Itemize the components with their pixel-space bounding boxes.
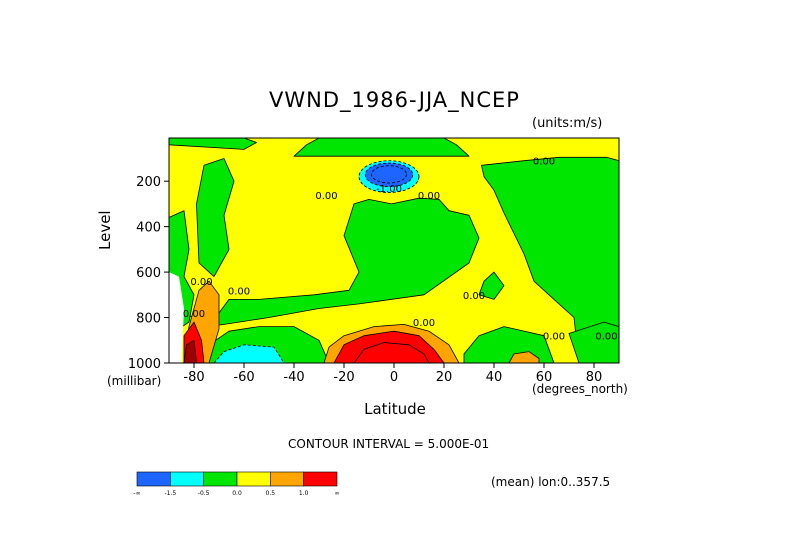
missing-data-region: [169, 272, 184, 363]
legend-swatch: [203, 471, 238, 487]
green-region-central: [208, 197, 480, 327]
contour-label: 0.00: [190, 277, 212, 288]
x-axis-unit: (degrees_north): [532, 382, 628, 396]
y-axis: 200 400 600 800 1000: [128, 175, 169, 372]
contour-label: 0.00: [533, 157, 555, 168]
contour-label: -1.00: [376, 184, 402, 195]
green-patch-east: [478, 271, 505, 300]
y-axis-unit: (millibar): [107, 374, 162, 388]
x-tick-label: 60: [536, 370, 553, 385]
plot-area: [169, 138, 619, 363]
contour-label: 0.00: [543, 332, 565, 343]
subset-info-text: (mean) lon:0..357.5: [491, 475, 611, 489]
legend-swatch: [236, 471, 271, 487]
red-region-center-core: [353, 342, 430, 363]
legend-label: 1.0: [299, 490, 309, 497]
units-label: (units:m/s): [532, 116, 603, 131]
color-legend: -∞ -1.5 -0.5 0.0 0.5 1.0 ∞: [133, 471, 340, 497]
legend-label: -1.5: [164, 490, 176, 497]
x-tick-label: -20: [333, 370, 354, 385]
y-tick-label: 600: [136, 266, 161, 281]
y-tick-label: 400: [136, 221, 161, 236]
legend-swatch: [270, 471, 304, 487]
y-tick-label: 200: [136, 175, 161, 190]
legend-swatch: [303, 471, 338, 487]
legend-swatch: [136, 471, 171, 487]
contour-label: 0.00: [413, 318, 435, 329]
chart-title: VWND_1986-JJA_NCEP: [269, 88, 520, 112]
legend-swatch: [170, 471, 204, 487]
y-tick-label: 800: [136, 312, 161, 327]
green-column-south: [196, 158, 235, 277]
x-axis: -80 -60 -40 -20 0 20 40 60 80: [183, 363, 602, 385]
cyan-region-south-low: [213, 344, 285, 363]
darkred-region-south-low: [183, 339, 197, 363]
x-tick-label: 0: [390, 370, 398, 385]
contour-label: 0.00: [418, 191, 440, 202]
blue-minimum-inner: [371, 165, 407, 184]
green-region-top-center: [293, 138, 470, 157]
x-tick-label: -40: [283, 370, 304, 385]
contour-interval-text: CONTOUR INTERVAL = 5.000E-01: [288, 437, 490, 451]
y-tick-label: 1000: [128, 357, 161, 372]
orange-patch-north-low: [508, 351, 540, 363]
contour-labels: 0.00 -1.00 0.00 0.00 0.00 0.00 0.00 0.00 0.00 0.0…: [183, 157, 618, 343]
x-tick-label: 20: [436, 370, 453, 385]
contour-label: 0.00: [595, 332, 617, 343]
contour-label: 0.00: [463, 291, 485, 302]
contour-label: 0.00: [228, 286, 250, 297]
contour-label: 0.00: [315, 191, 337, 202]
x-tick-label: 40: [486, 370, 503, 385]
legend-label: -0.5: [198, 490, 210, 497]
legend-label: 0.0: [232, 490, 242, 497]
green-region-top-left: [169, 138, 257, 150]
green-region-north: [481, 156, 619, 363]
x-tick-label: -60: [233, 370, 254, 385]
legend-label: ∞: [335, 490, 340, 497]
contour-label: 0.00: [183, 309, 205, 320]
green-patch-far-north: [568, 321, 619, 363]
x-axis-label: Latitude: [364, 400, 426, 418]
x-tick-label: -80: [183, 370, 204, 385]
x-tick-label: 80: [586, 370, 603, 385]
legend-label: -∞: [133, 490, 140, 497]
legend-label: 0.5: [266, 490, 276, 497]
contour-fills: [169, 138, 619, 363]
